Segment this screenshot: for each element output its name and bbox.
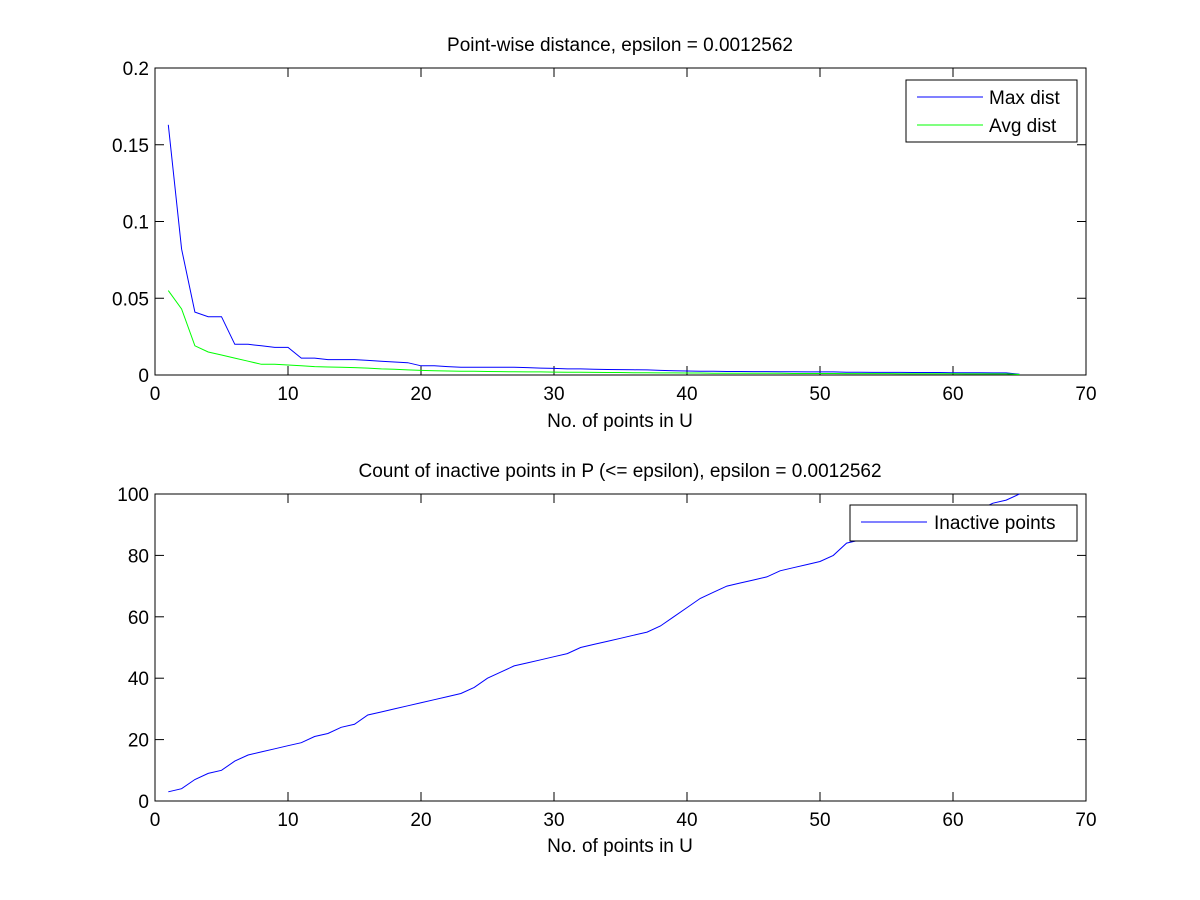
x-tick-label: 20	[410, 384, 431, 405]
x-tick-label: 50	[809, 810, 830, 831]
y-tick-label: 40	[128, 669, 149, 690]
subplot-2: Count of inactive points in P (<= epsilo…	[117, 461, 1096, 857]
y-tick-label: 60	[128, 608, 149, 629]
subplot-2-ticks: 0 10 20 30 40 50 60 70 0 20 40 60 80 100	[117, 485, 1096, 831]
subplot-1-title: Point-wise distance, epsilon = 0.0012562	[447, 35, 793, 56]
x-tick-label: 10	[277, 384, 298, 405]
y-tick-label: 0.1	[123, 213, 149, 234]
x-tick-label: 60	[942, 384, 963, 405]
y-tick-label: 0	[138, 792, 149, 813]
x-tick-label: 0	[150, 384, 161, 405]
x-tick-label: 60	[942, 810, 963, 831]
series-line-max-dist	[167, 124, 1020, 375]
series-line-avg-dist	[167, 290, 1020, 375]
x-tick-label: 40	[676, 810, 697, 831]
x-tick-label: 40	[676, 384, 697, 405]
subplot-2-legend-box	[849, 504, 1078, 542]
subplot-1-plot-lines	[167, 124, 1020, 375]
subplot-2-legend: Inactive points	[849, 504, 1078, 542]
y-tick-label: 20	[128, 731, 149, 752]
subplot-1-legend-box	[905, 79, 1078, 143]
subplot-1-xlabel: No. of points in U	[547, 411, 693, 432]
legend-label-inactive-points: Inactive points	[934, 513, 1055, 534]
subplot-2-axes-box	[154, 493, 1087, 802]
x-tick-label: 20	[410, 810, 431, 831]
x-tick-label: 70	[1075, 384, 1096, 405]
subplot-1: Point-wise distance, epsilon = 0.0012562…	[112, 35, 1097, 432]
x-tick-label: 10	[277, 810, 298, 831]
y-tick-label: 0	[138, 366, 149, 387]
y-tick-label: 0.05	[112, 289, 149, 310]
subplot-1-ticks: 0 10 20 30 40 50 60 70 0 0.05 0.1 0.15 0.2	[112, 59, 1097, 405]
subplot-2-xlabel: No. of points in U	[547, 836, 693, 857]
y-tick-label: 100	[117, 485, 149, 506]
x-tick-label: 0	[150, 810, 161, 831]
legend-label-avg-dist: Avg dist	[989, 116, 1057, 137]
y-tick-label: 0.2	[123, 59, 149, 80]
subplot-1-legend: Max dist Avg dist	[905, 79, 1078, 143]
x-tick-label: 30	[543, 384, 564, 405]
x-tick-label: 30	[543, 810, 564, 831]
subplot-2-title: Count of inactive points in P (<= epsilo…	[358, 461, 881, 482]
x-tick-label: 50	[809, 384, 830, 405]
y-tick-label: 0.15	[112, 136, 149, 157]
x-tick-label: 70	[1075, 810, 1096, 831]
y-tick-label: 80	[128, 546, 149, 567]
legend-label-max-dist: Max dist	[989, 88, 1060, 109]
